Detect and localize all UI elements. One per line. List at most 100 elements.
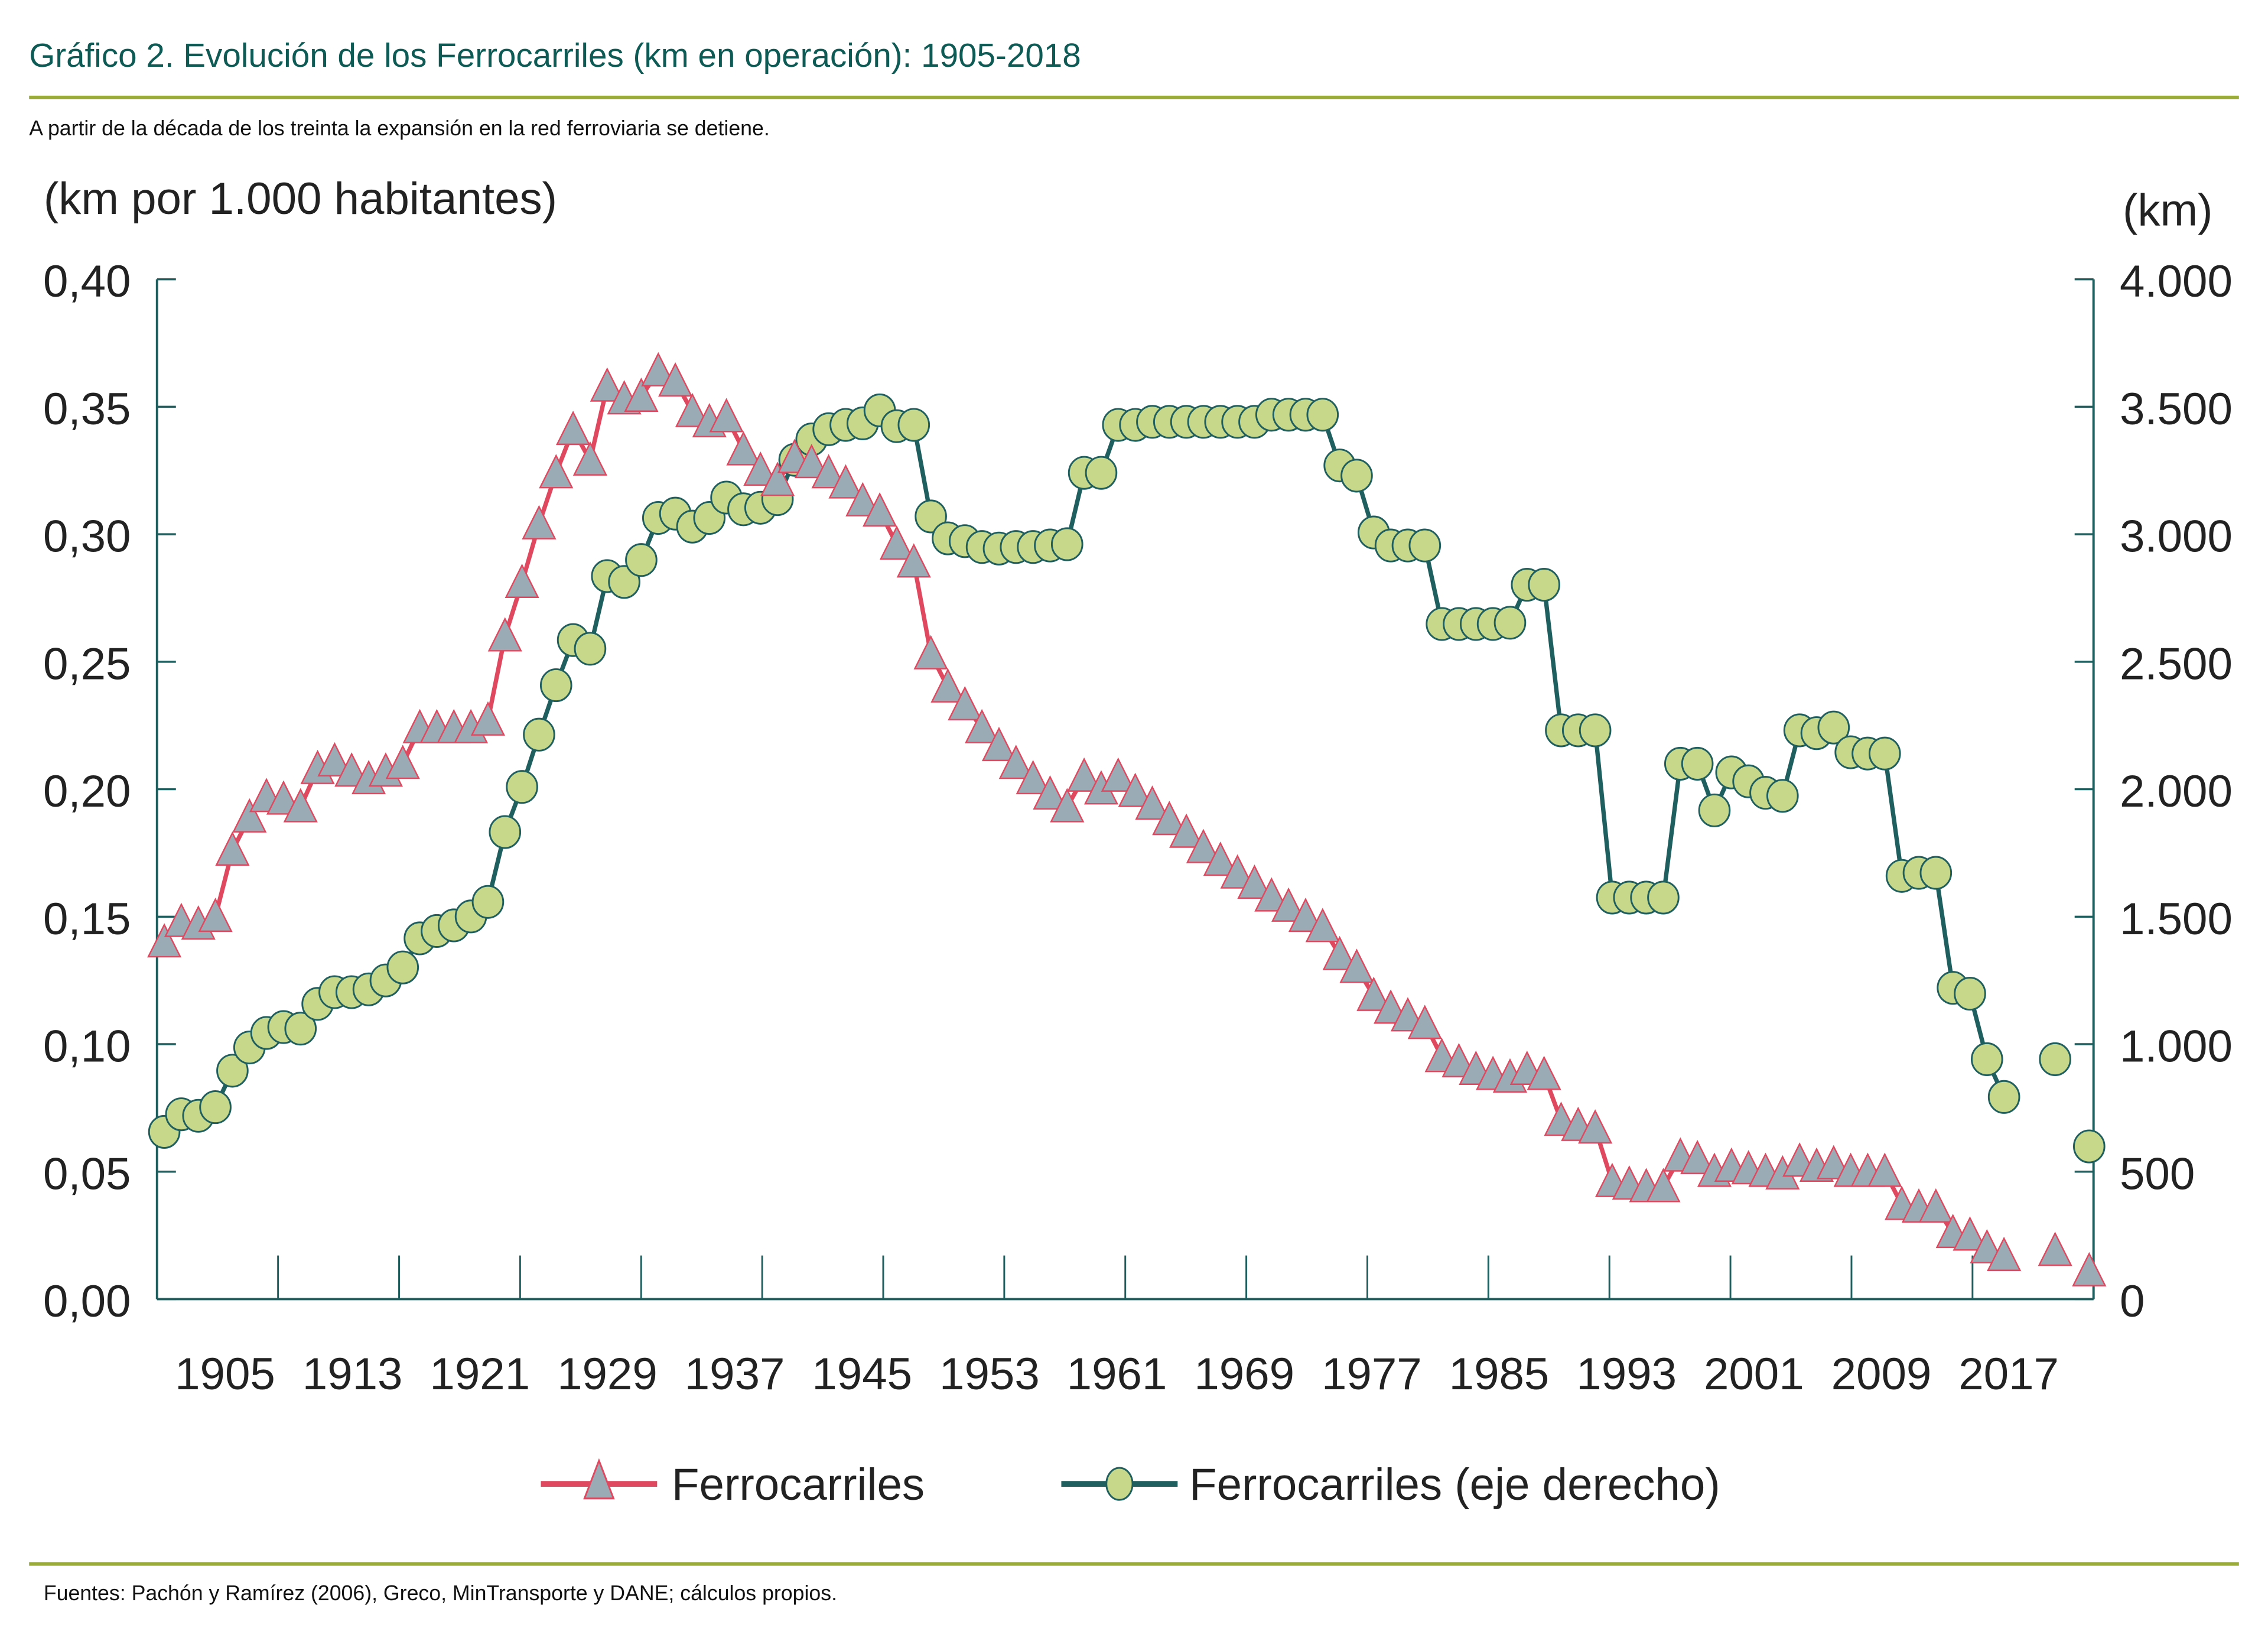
legend-label-ferrocarriles: Ferrocarriles <box>672 1460 925 1510</box>
data-point-triangle-1931 <box>590 367 624 402</box>
x-tick-label: 1945 <box>812 1349 912 1399</box>
data-point-circle-2018 <box>2072 1129 2106 1164</box>
left-tick-label: 0,10 <box>43 1022 131 1072</box>
data-point-triangle-1954 <box>981 726 1017 762</box>
data-point-circle-1996 <box>1698 793 1731 827</box>
data-point-triangle-1927 <box>522 505 557 540</box>
data-point-triangle-1957 <box>1033 775 1068 810</box>
data-point-triangle-1950 <box>913 635 948 670</box>
data-point-triangle-1993 <box>1646 1168 1681 1203</box>
left-tick-label: 0,25 <box>43 639 131 689</box>
data-point-triangle-2016 <box>2038 1231 2072 1266</box>
data-point-triangle-2013 <box>1987 1236 2022 1271</box>
data-point-triangle-1963 <box>1135 785 1170 820</box>
data-point-circle-2016 <box>2039 1042 2071 1077</box>
data-point-triangle-1986 <box>1527 1055 1561 1090</box>
data-point-triangle-2012 <box>1970 1229 2005 1264</box>
chart-title: Gráfico 2. Evolución de los Ferrocarrile… <box>29 37 1081 74</box>
data-point-circle-1958 <box>1050 527 1083 561</box>
left-axis-unit-label: (km por 1.000 habitantes) <box>44 174 557 224</box>
series-ferrocarriles <box>147 352 2107 1286</box>
data-point-triangle-1973 <box>1305 908 1340 943</box>
x-tick-label: 2009 <box>1831 1349 1932 1399</box>
data-point-circle-2000 <box>1766 779 1799 813</box>
data-point-triangle-1962 <box>1118 772 1153 807</box>
data-point-triangle-2009 <box>1918 1188 1953 1223</box>
data-point-circle-1932 <box>608 565 640 599</box>
data-point-circle-1924 <box>471 885 505 919</box>
x-tick-label: 2001 <box>1704 1349 1804 1399</box>
data-point-circle-1908 <box>199 1090 232 1125</box>
data-point-circle-1995 <box>1681 746 1714 781</box>
data-point-triangle-1946 <box>845 482 880 516</box>
source-note: Fuentes: Pachón y Ramírez (2006), Greco,… <box>44 1581 837 1605</box>
data-point-circle-1930 <box>574 632 607 666</box>
data-point-circle-1928 <box>539 668 572 703</box>
left-tick-label: 0,20 <box>43 766 131 817</box>
x-tick-label: 1977 <box>1322 1349 1422 1399</box>
data-point-triangle-2018 <box>2072 1252 2107 1286</box>
x-axis-ticks: 1905 1913 1921 1929 1937 1945 1953 1961 1969 1977… <box>175 1255 2059 1399</box>
data-point-triangle-1966 <box>1186 828 1221 863</box>
data-point-circle-1949 <box>897 408 930 442</box>
data-point-triangle-1909 <box>215 831 250 866</box>
data-point-triangle-1979 <box>1407 1005 1442 1039</box>
data-point-circle-1913 <box>284 1012 317 1046</box>
left-tick-label: 0,30 <box>43 512 131 562</box>
x-tick-label: 1993 <box>1576 1349 1677 1399</box>
x-tick-label: 1969 <box>1194 1349 1294 1399</box>
data-point-triangle-1943 <box>794 444 829 479</box>
left-tick-label: 0,40 <box>43 256 131 307</box>
x-tick-label: 1929 <box>557 1349 658 1399</box>
data-point-triangle-1975 <box>1339 948 1374 983</box>
data-point-triangle-1948 <box>879 525 914 560</box>
data-point-circle-2009 <box>1919 856 1953 890</box>
data-point-triangle-1958 <box>1050 788 1085 823</box>
data-point-triangle-1913 <box>283 788 318 823</box>
data-point-circle-1925 <box>489 815 522 849</box>
data-point-triangle-1970 <box>1254 877 1289 912</box>
right-tick-label: 2.500 <box>2120 639 2233 689</box>
x-tick-label: 1953 <box>939 1349 1040 1399</box>
data-point-circle-1984 <box>1493 606 1527 640</box>
x-tick-label: 1913 <box>302 1349 403 1399</box>
legend-label-ferrocarriles-eje-derecho: Ferrocarriles (eje derecho) <box>1189 1460 1720 1510</box>
series-ferrocarriles-eje-derecho <box>148 393 2106 1164</box>
data-point-triangle-1967 <box>1203 841 1238 876</box>
data-point-triangle-2006 <box>1867 1152 1902 1187</box>
x-tick-label: 1985 <box>1449 1349 1550 1399</box>
data-point-triangle-1924 <box>470 701 505 736</box>
data-point-triangle-1953 <box>965 709 1000 743</box>
data-point-circle-2006 <box>1868 736 1901 771</box>
data-point-triangle-1941 <box>760 462 795 496</box>
right-tick-label: 3.500 <box>2120 384 2233 434</box>
data-point-triangle-1916 <box>334 752 369 787</box>
right-tick-label: 500 <box>2120 1149 2195 1199</box>
data-point-triangle-1933 <box>624 377 659 412</box>
data-point-triangle-2003 <box>1816 1145 1851 1179</box>
data-point-triangle-1908 <box>198 897 233 932</box>
data-point-circle-1933 <box>625 543 658 577</box>
legend-item-ferrocarriles: Ferrocarriles <box>541 1458 925 1510</box>
x-tick-label: 1921 <box>429 1349 530 1399</box>
data-point-triangle-1968 <box>1220 854 1255 889</box>
right-tick-label: 0 <box>2120 1276 2145 1327</box>
right-tick-label: 4.000 <box>2120 256 2233 307</box>
data-point-triangle-1969 <box>1237 864 1272 899</box>
data-point-circle-1909 <box>216 1054 249 1088</box>
right-tick-label: 1.000 <box>2120 1022 2233 1072</box>
left-tick-label: 0,15 <box>43 894 131 944</box>
data-point-triangle-1949 <box>896 543 931 578</box>
data-point-triangle-1938 <box>709 398 744 433</box>
data-point-circle-1960 <box>1085 456 1118 490</box>
data-point-triangle-1974 <box>1322 935 1357 970</box>
data-point-triangle-1944 <box>811 454 846 489</box>
circle-marker-icon <box>1105 1467 1134 1501</box>
data-point-triangle-1905 <box>147 923 182 958</box>
data-point-triangle-1930 <box>572 441 607 476</box>
data-point-circle-1975 <box>1340 459 1373 493</box>
data-point-triangle-2011 <box>1953 1216 1987 1251</box>
data-point-triangle-1951 <box>930 668 965 703</box>
x-tick-label: 1905 <box>175 1349 275 1399</box>
